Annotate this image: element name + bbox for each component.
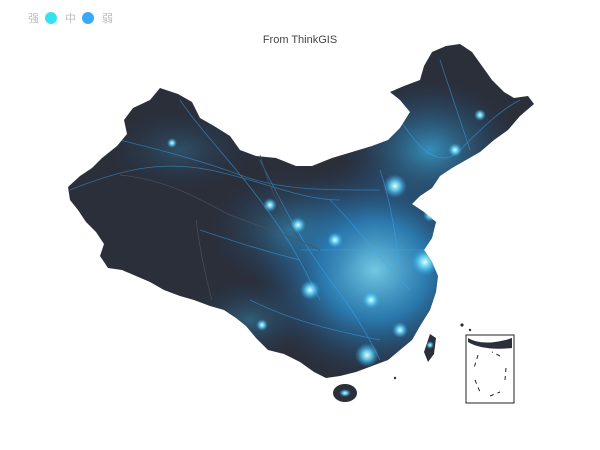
- map-title: From ThinkGIS: [262, 34, 338, 46]
- legend-item-strong[interactable]: 强: [28, 10, 57, 26]
- legend-dot-icon-strong: [45, 12, 57, 24]
- legend-dot-icon-medium: [82, 12, 94, 24]
- legend-label-strong: 强: [28, 12, 39, 25]
- legend-label-weak: 弱: [102, 12, 113, 25]
- legend-label-medium: 中: [65, 12, 76, 25]
- south-sea-inset: [465, 334, 515, 404]
- legend-item-medium[interactable]: 中: [65, 10, 94, 26]
- legend-item-weak[interactable]: 弱: [102, 10, 113, 26]
- legend: 强 中 弱: [28, 10, 113, 26]
- province-borders: [119, 154, 321, 301]
- dashed-line-icon: [473, 351, 507, 397]
